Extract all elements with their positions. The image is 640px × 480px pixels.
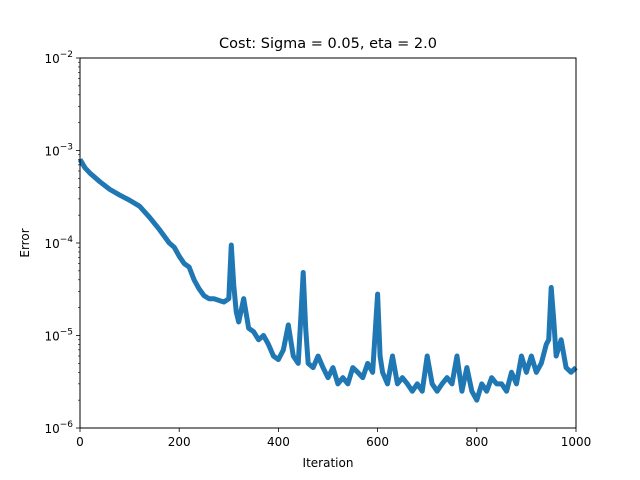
y-tick-label: 10−4 xyxy=(44,235,73,251)
series-line xyxy=(77,158,578,403)
y-tick-label: 10−2 xyxy=(44,50,73,66)
y-tick-label-base: 10 xyxy=(44,145,59,159)
x-tick-label: 600 xyxy=(366,435,389,449)
x-tick-label: 400 xyxy=(267,435,290,449)
y-tick-label-base: 10 xyxy=(44,422,59,436)
y-tick-label: 10−5 xyxy=(44,328,73,344)
chart-title: Cost: Sigma = 0.05, eta = 2.0 xyxy=(219,36,437,52)
y-tick-label-base: 10 xyxy=(44,237,59,251)
y-tick-label-exponent: −6 xyxy=(60,420,74,430)
y-axis-label: Error xyxy=(18,228,32,257)
x-tick-label: 1000 xyxy=(561,435,592,449)
x-tick-label: 0 xyxy=(76,435,84,449)
x-axis-ticks: 0 200 400 600 800 1000 xyxy=(76,428,591,449)
x-tick-label: 800 xyxy=(465,435,488,449)
y-tick-label-exponent: −4 xyxy=(60,235,74,245)
x-tick-label: 200 xyxy=(168,435,191,449)
y-tick-label-exponent: −2 xyxy=(60,50,73,60)
y-tick-label-exponent: −5 xyxy=(60,328,73,338)
y-axis-ticks: 10−610−510−410−310−2 xyxy=(44,50,80,436)
y-tick-label-base: 10 xyxy=(44,330,59,344)
y-tick-label: 10−3 xyxy=(44,143,73,159)
x-axis-label: Iteration xyxy=(303,456,354,470)
y-tick-label-exponent: −3 xyxy=(60,143,73,153)
y-tick-label: 10−6 xyxy=(44,420,73,436)
y-tick-label-base: 10 xyxy=(44,52,59,66)
plot-area xyxy=(77,158,578,403)
